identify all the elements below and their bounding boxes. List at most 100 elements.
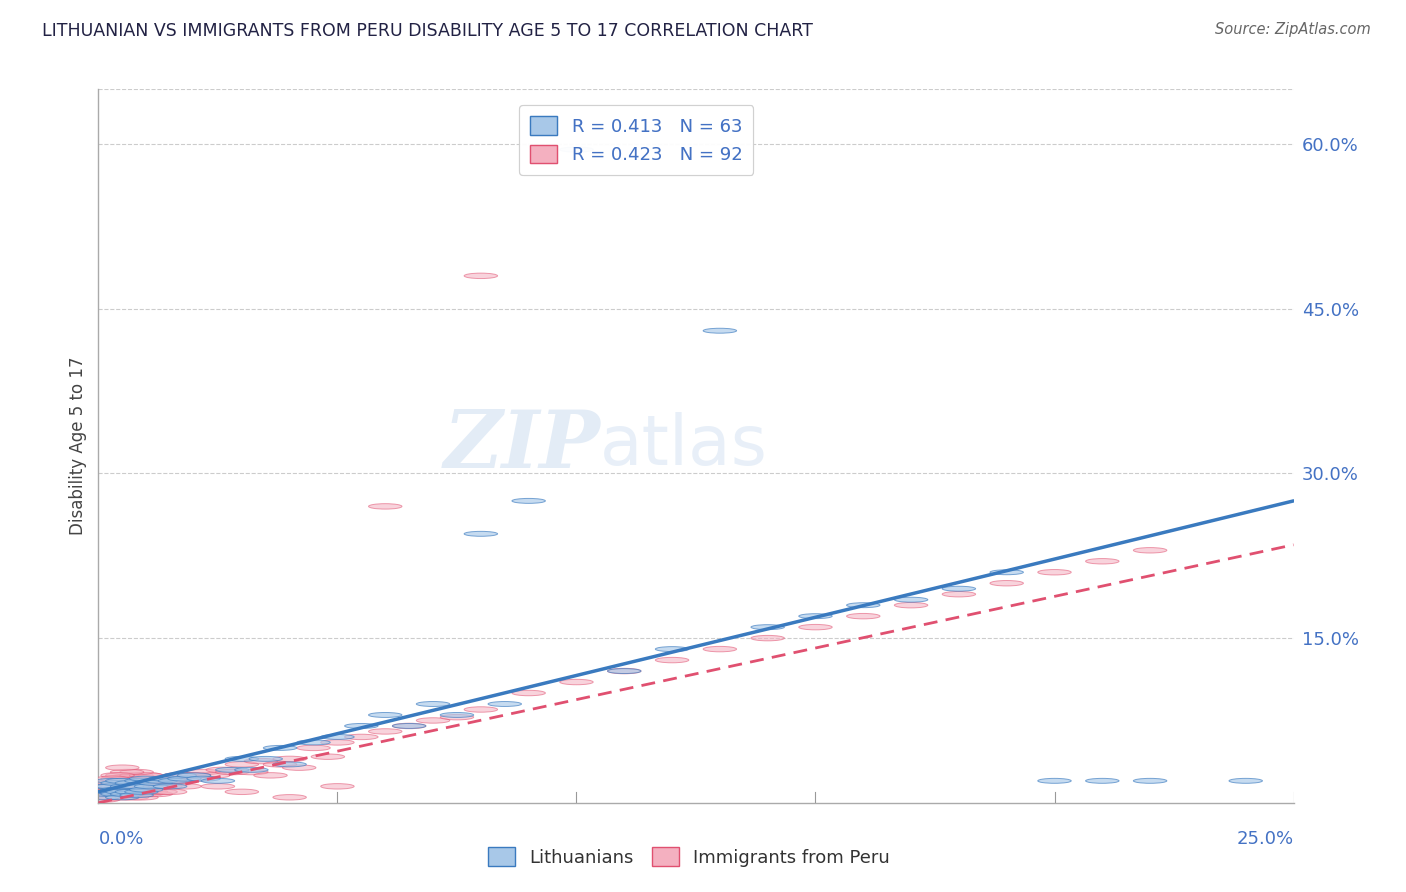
- Legend: R = 0.413   N = 63, R = 0.423   N = 92: R = 0.413 N = 63, R = 0.423 N = 92: [519, 105, 754, 175]
- Ellipse shape: [297, 745, 330, 751]
- Ellipse shape: [894, 602, 928, 608]
- Ellipse shape: [149, 776, 183, 781]
- Ellipse shape: [990, 581, 1024, 586]
- Ellipse shape: [187, 776, 221, 781]
- Ellipse shape: [990, 570, 1024, 574]
- Ellipse shape: [115, 787, 149, 792]
- Ellipse shape: [163, 772, 197, 778]
- Ellipse shape: [120, 791, 153, 797]
- Ellipse shape: [129, 772, 163, 778]
- Ellipse shape: [120, 784, 153, 789]
- Ellipse shape: [263, 746, 297, 750]
- Ellipse shape: [254, 772, 287, 778]
- Ellipse shape: [225, 756, 259, 762]
- Ellipse shape: [96, 779, 129, 783]
- Text: Source: ZipAtlas.com: Source: ZipAtlas.com: [1215, 22, 1371, 37]
- Ellipse shape: [101, 772, 135, 778]
- Ellipse shape: [607, 668, 641, 673]
- Ellipse shape: [245, 758, 278, 764]
- Text: atlas: atlas: [600, 412, 768, 480]
- Ellipse shape: [273, 762, 307, 767]
- Ellipse shape: [120, 783, 153, 789]
- Ellipse shape: [125, 787, 159, 792]
- Ellipse shape: [120, 772, 153, 778]
- Ellipse shape: [846, 603, 880, 607]
- Ellipse shape: [846, 614, 880, 619]
- Ellipse shape: [120, 793, 153, 797]
- Ellipse shape: [143, 776, 177, 781]
- Ellipse shape: [197, 772, 231, 778]
- Text: 0.0%: 0.0%: [98, 830, 143, 847]
- Ellipse shape: [139, 780, 173, 786]
- Y-axis label: Disability Age 5 to 17: Disability Age 5 to 17: [69, 357, 87, 535]
- Ellipse shape: [344, 734, 378, 739]
- Ellipse shape: [225, 762, 259, 767]
- Ellipse shape: [392, 723, 426, 729]
- Ellipse shape: [105, 779, 139, 783]
- Ellipse shape: [111, 776, 143, 781]
- Ellipse shape: [96, 789, 129, 795]
- Ellipse shape: [101, 780, 135, 786]
- Ellipse shape: [135, 784, 167, 789]
- Ellipse shape: [464, 273, 498, 278]
- Ellipse shape: [655, 647, 689, 651]
- Ellipse shape: [273, 795, 307, 800]
- Text: ZIP: ZIP: [443, 408, 600, 484]
- Ellipse shape: [392, 723, 426, 729]
- Ellipse shape: [139, 791, 173, 797]
- Ellipse shape: [263, 762, 297, 767]
- Ellipse shape: [751, 624, 785, 630]
- Ellipse shape: [464, 532, 498, 536]
- Ellipse shape: [105, 772, 139, 778]
- Ellipse shape: [368, 729, 402, 734]
- Text: LITHUANIAN VS IMMIGRANTS FROM PERU DISABILITY AGE 5 TO 17 CORRELATION CHART: LITHUANIAN VS IMMIGRANTS FROM PERU DISAB…: [42, 22, 813, 40]
- Ellipse shape: [87, 791, 120, 797]
- Ellipse shape: [105, 765, 139, 771]
- Ellipse shape: [105, 795, 139, 800]
- Ellipse shape: [111, 791, 143, 797]
- Ellipse shape: [344, 723, 378, 729]
- Ellipse shape: [607, 669, 641, 673]
- Ellipse shape: [105, 789, 139, 794]
- Ellipse shape: [201, 779, 235, 783]
- Ellipse shape: [101, 787, 135, 792]
- Ellipse shape: [101, 776, 135, 781]
- Ellipse shape: [125, 779, 159, 783]
- Ellipse shape: [96, 789, 129, 794]
- Ellipse shape: [96, 784, 129, 789]
- Ellipse shape: [125, 789, 159, 794]
- Legend: Lithuanians, Immigrants from Peru: Lithuanians, Immigrants from Peru: [481, 840, 897, 874]
- Ellipse shape: [942, 586, 976, 591]
- Ellipse shape: [215, 769, 249, 775]
- Ellipse shape: [1085, 558, 1119, 564]
- Ellipse shape: [416, 701, 450, 706]
- Ellipse shape: [91, 795, 125, 800]
- Ellipse shape: [91, 789, 125, 795]
- Ellipse shape: [129, 787, 163, 792]
- Ellipse shape: [440, 714, 474, 720]
- Ellipse shape: [159, 779, 191, 783]
- Ellipse shape: [105, 789, 139, 795]
- Ellipse shape: [225, 789, 259, 795]
- Ellipse shape: [125, 776, 159, 781]
- Ellipse shape: [560, 147, 593, 152]
- Ellipse shape: [1085, 779, 1119, 783]
- Ellipse shape: [273, 756, 307, 762]
- Ellipse shape: [235, 767, 269, 772]
- Ellipse shape: [283, 765, 316, 771]
- Ellipse shape: [177, 772, 211, 778]
- Ellipse shape: [368, 504, 402, 509]
- Ellipse shape: [91, 783, 125, 789]
- Ellipse shape: [101, 791, 135, 797]
- Ellipse shape: [153, 776, 187, 781]
- Ellipse shape: [129, 783, 163, 789]
- Ellipse shape: [91, 784, 125, 789]
- Ellipse shape: [1133, 779, 1167, 783]
- Ellipse shape: [96, 795, 129, 800]
- Ellipse shape: [87, 795, 120, 800]
- Ellipse shape: [129, 791, 163, 797]
- Ellipse shape: [235, 769, 269, 775]
- Ellipse shape: [129, 772, 163, 778]
- Ellipse shape: [120, 769, 153, 775]
- Ellipse shape: [1133, 548, 1167, 553]
